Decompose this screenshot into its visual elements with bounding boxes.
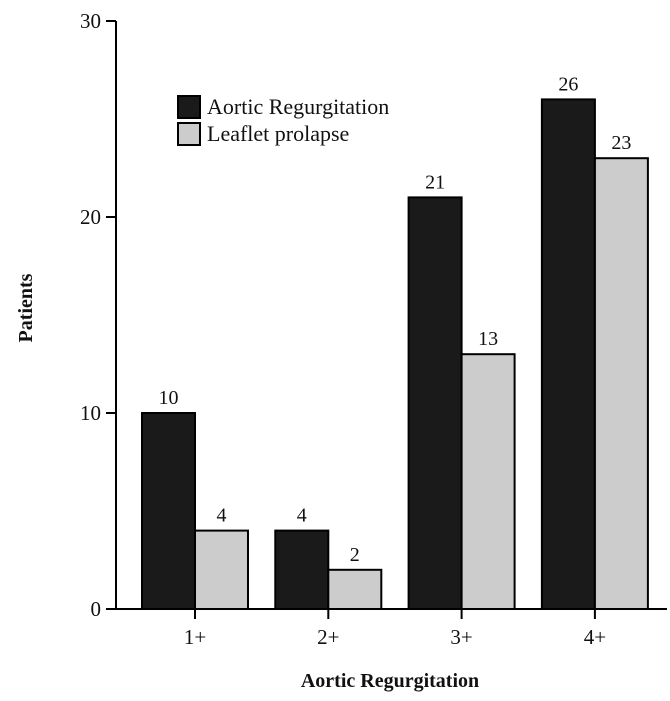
data-label: 10 (159, 387, 179, 409)
data-labels: 10 4 21 26 4 2 13 23 (159, 73, 632, 565)
x-tick-label: 4+ (584, 625, 606, 649)
bars (141, 98, 649, 611)
data-label: 4 (297, 505, 307, 527)
legend-swatch (177, 95, 201, 119)
x-tick-label: 1+ (184, 625, 206, 649)
bar (274, 529, 330, 610)
y-tick-label: 30 (80, 9, 101, 33)
legend-label: Aortic Regurgitation (207, 94, 389, 119)
bar (327, 568, 383, 610)
bar (407, 196, 463, 610)
y-tick-label: 20 (80, 205, 101, 229)
y-axis-title: Patients (15, 273, 37, 342)
data-label: 23 (611, 132, 631, 154)
x-axis-title: Aortic Regurgitation (301, 670, 479, 692)
data-label: 13 (478, 328, 498, 350)
x-tick-label: 2+ (317, 625, 339, 649)
data-label: 21 (425, 171, 445, 193)
legend-label: Leaflet prolapse (207, 121, 349, 146)
data-label: 2 (350, 544, 360, 566)
bar (194, 529, 249, 610)
bar (593, 157, 649, 610)
bar (141, 412, 196, 610)
bar (540, 98, 596, 611)
y-tick-label: 10 (80, 401, 101, 425)
x-tick-label: 3+ (450, 625, 472, 649)
data-label: 26 (558, 73, 578, 95)
y-tick-label: 0 (91, 597, 102, 621)
bar (460, 353, 516, 611)
data-label: 4 (217, 505, 227, 527)
legend-swatch (177, 122, 201, 146)
